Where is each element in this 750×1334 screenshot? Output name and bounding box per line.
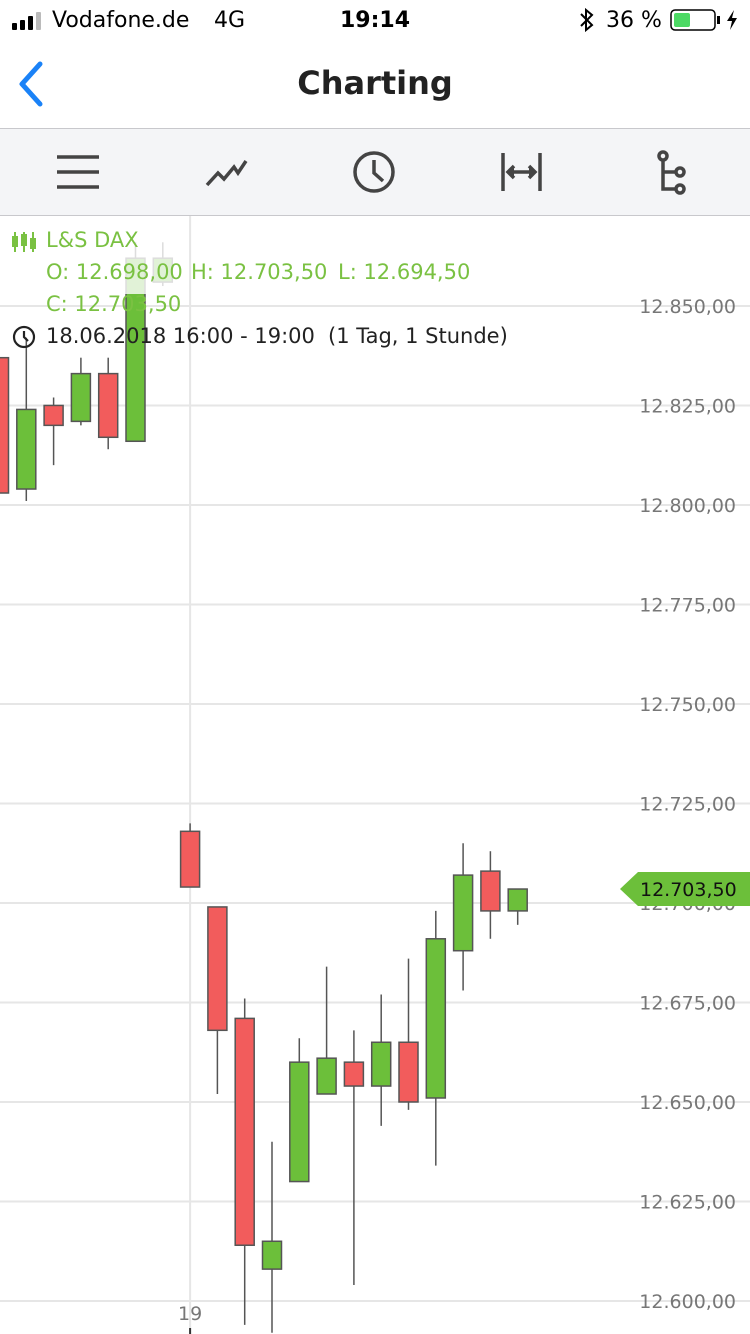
close-value: C: 12.703,50 [46, 292, 182, 316]
candle-body [97, 372, 119, 439]
toolbar-icons [57, 150, 686, 195]
nav-title: Charting [297, 64, 453, 102]
candle-body [343, 1061, 365, 1087]
candle-body [507, 888, 528, 912]
chart-type-button[interactable] [205, 160, 248, 187]
y-tick-label: 12.725,00 [639, 793, 736, 815]
open-value: O: 12.698,00 [46, 260, 183, 284]
candle-body [480, 870, 501, 912]
high-value: H: 12.703,50 [191, 260, 328, 284]
menu-button[interactable] [57, 155, 99, 189]
zoom-button[interactable] [501, 153, 542, 191]
battery-percent: 36 % [606, 8, 662, 33]
candle-body [452, 874, 474, 952]
y-tick-label: 12.625,00 [639, 1191, 736, 1213]
y-tick-label: 12.650,00 [639, 1092, 736, 1114]
candlestick-chart: 19 12.850,00 12.825,00 12.800,00 12.775,00 12… [0, 216, 750, 1334]
candle-body [261, 1240, 283, 1270]
bluetooth-icon [580, 8, 594, 32]
network: 4G [214, 8, 246, 33]
info-backdrop [0, 222, 185, 294]
candle-icon [12, 232, 36, 252]
clock-icon [12, 325, 36, 349]
battery-icon [670, 9, 737, 31]
y-tick-label: 12.825,00 [639, 395, 736, 417]
y-tick-label: 12.775,00 [639, 594, 736, 616]
period-button[interactable] [353, 151, 395, 193]
carrier: Vodafone.de [52, 8, 190, 33]
candle-body [234, 1017, 255, 1246]
candle-body [370, 1041, 392, 1087]
candle-body [207, 906, 228, 1032]
candle-body [316, 1057, 337, 1095]
back-button[interactable] [14, 60, 48, 110]
candle-body [70, 372, 92, 423]
y-tick-label: 12.800,00 [639, 495, 736, 517]
y-tick-label: 12.850,00 [639, 296, 736, 318]
signal-icon [12, 12, 41, 30]
candle-body [289, 1061, 310, 1183]
candle-body [179, 830, 201, 888]
candle-body [16, 408, 37, 490]
candle-body [43, 404, 64, 427]
indicator-button[interactable] [657, 150, 686, 195]
y-tick-label: 12.750,00 [639, 694, 736, 716]
y-tick-label: 12.675,00 [639, 992, 736, 1014]
toolbar [0, 129, 750, 216]
clock: 19:14 [339, 8, 411, 33]
low-value: L: 12.694,50 [338, 260, 471, 284]
candle-body [398, 1041, 419, 1103]
interval: (1 Tag, 1 Stunde) [328, 324, 508, 348]
nav-bar: Charting [0, 40, 750, 129]
candle-body [425, 938, 447, 1099]
last-price-marker [620, 872, 750, 907]
candle-body [0, 356, 10, 494]
last-price-label: 12.703,50 [640, 879, 737, 901]
period: 18.06.2018 16:00 - 19:00 [46, 324, 315, 348]
instrument-name: L&S DAX [46, 228, 139, 252]
status-bar: Vodafone.de 4G 19:14 36 % [0, 0, 750, 40]
x-tick-label: 19 [178, 1303, 202, 1325]
y-tick-label: 12.600,00 [639, 1291, 736, 1313]
